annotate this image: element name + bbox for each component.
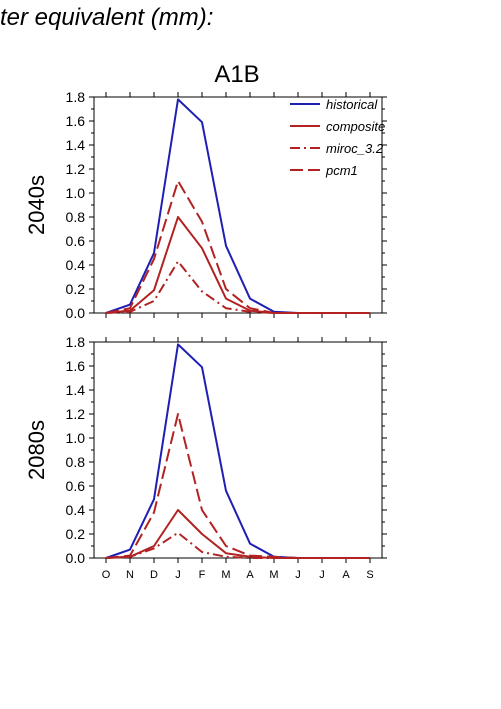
y-axis-label: 2040s bbox=[24, 175, 49, 235]
y-tick-label: 1.8 bbox=[66, 334, 86, 350]
x-tick-label: D bbox=[150, 569, 158, 581]
x-tick-label: N bbox=[126, 569, 134, 581]
x-tick-label: M bbox=[221, 569, 230, 581]
y-tick-label: 1.0 bbox=[66, 430, 86, 446]
y-tick-label: 1.0 bbox=[66, 185, 86, 201]
y-tick-label: 0.8 bbox=[66, 454, 86, 470]
y-tick-label: 0.2 bbox=[66, 281, 86, 297]
y-tick-label: 0.6 bbox=[66, 233, 86, 249]
legend-label: miroc_3.2 bbox=[326, 141, 384, 156]
y-tick-label: 0.2 bbox=[66, 526, 86, 542]
y-tick-label: 0.0 bbox=[66, 305, 86, 321]
x-tick-label: M bbox=[269, 569, 278, 581]
legend-label: pcm1 bbox=[325, 163, 358, 178]
y-tick-label: 0.0 bbox=[66, 550, 86, 566]
y-tick-label: 1.2 bbox=[66, 161, 86, 177]
y-tick-label: 1.4 bbox=[66, 137, 86, 153]
y-tick-label: 1.4 bbox=[66, 382, 86, 398]
series-line-miroc-3-2 bbox=[105, 531, 370, 559]
x-tick-label: O bbox=[102, 569, 111, 581]
plot-frame bbox=[93, 341, 383, 559]
legend-label: historical bbox=[326, 97, 378, 112]
series-line-pcm1 bbox=[105, 413, 370, 559]
chart-panel-2: 0.0 0.2 0.4 0.6 0.8 1.0 1.2 1.4 1.6 1.8 O N D J F M A M J J… bbox=[24, 334, 387, 581]
x-tick-label: J bbox=[319, 569, 325, 581]
scenario-title: A1B bbox=[214, 61, 259, 88]
x-tick-label: A bbox=[246, 569, 254, 581]
y-axis-label: 2080s bbox=[24, 420, 49, 480]
series-line-pcm1 bbox=[105, 180, 370, 314]
y-tick-label: 1.6 bbox=[66, 113, 86, 129]
y-tick-label: 0.4 bbox=[66, 257, 86, 273]
x-tick-label: S bbox=[366, 569, 373, 581]
chart-panels: 0.0 0.2 0.4 0.6 0.8 1.0 1.2 1.4 1.6 1.8 2040s histo… bbox=[24, 89, 387, 581]
legend: historical composite miroc_3.2 pcm1 bbox=[290, 97, 385, 178]
y-tick-label: 1.2 bbox=[66, 406, 86, 422]
x-tick-label: J bbox=[175, 569, 181, 581]
y-tick-label: 0.8 bbox=[66, 209, 86, 225]
chart-panel-1: 0.0 0.2 0.4 0.6 0.8 1.0 1.2 1.4 1.6 1.8 2040s histo… bbox=[24, 89, 387, 321]
page-title: ter equivalent (mm): bbox=[0, 4, 214, 31]
x-tick-label: F bbox=[199, 569, 206, 581]
y-tick-label: 1.6 bbox=[66, 358, 86, 374]
y-tick-label: 0.6 bbox=[66, 478, 86, 494]
x-tick-label: A bbox=[342, 569, 350, 581]
y-tick-label: 0.4 bbox=[66, 502, 86, 518]
legend-label: composite bbox=[326, 119, 385, 134]
y-tick-label: 1.8 bbox=[66, 89, 86, 105]
x-tick-label: J bbox=[295, 569, 301, 581]
